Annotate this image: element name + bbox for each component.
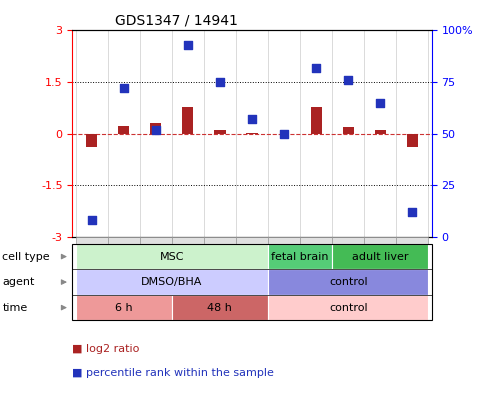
Text: adult liver: adult liver [352, 252, 409, 262]
Bar [364, 237, 396, 300]
Text: time: time [2, 303, 28, 313]
Bar [182, 107, 194, 134]
Bar [172, 237, 204, 300]
Bar [140, 237, 172, 300]
Text: GSM60434: GSM60434 [312, 244, 321, 293]
Text: GSM60444: GSM60444 [248, 244, 256, 293]
Text: ■ log2 ratio: ■ log2 ratio [72, 344, 140, 354]
Point [120, 85, 128, 92]
Text: control: control [329, 303, 368, 313]
Bar [118, 126, 129, 134]
Bar [332, 237, 364, 300]
Bar [247, 132, 257, 134]
Text: agent: agent [2, 277, 35, 287]
Point [280, 130, 288, 137]
Text: GSM60438: GSM60438 [151, 244, 160, 293]
Bar [150, 123, 161, 134]
Bar [214, 130, 226, 134]
Point [248, 116, 256, 122]
Point [184, 42, 192, 48]
Text: fetal brain: fetal brain [271, 252, 329, 262]
Bar [310, 107, 322, 134]
Bar [268, 237, 300, 300]
Bar [75, 237, 108, 300]
Point [376, 100, 384, 106]
Bar [396, 237, 429, 300]
Bar [407, 134, 418, 147]
Text: GSM60450: GSM60450 [376, 244, 385, 293]
Point [344, 77, 352, 83]
Text: DMSO/BHA: DMSO/BHA [141, 277, 203, 287]
Point [408, 209, 416, 215]
Point [152, 126, 160, 133]
Text: GDS1347 / 14941: GDS1347 / 14941 [115, 14, 239, 28]
Text: 48 h: 48 h [208, 303, 233, 313]
Text: GSM60436: GSM60436 [87, 244, 96, 293]
Text: control: control [329, 277, 368, 287]
Text: GSM60451: GSM60451 [408, 244, 417, 293]
Text: GSM60448: GSM60448 [344, 244, 353, 293]
Bar [300, 237, 332, 300]
Text: MSC: MSC [160, 252, 184, 262]
Text: 6 h: 6 h [115, 303, 133, 313]
Text: ■ percentile rank within the sample: ■ percentile rank within the sample [72, 368, 274, 378]
Text: GSM60442: GSM60442 [216, 244, 225, 293]
Text: GSM60440: GSM60440 [183, 244, 192, 293]
Bar [375, 130, 386, 134]
Text: GSM60437: GSM60437 [119, 244, 128, 293]
Text: cell type: cell type [2, 252, 50, 262]
Point [216, 79, 224, 85]
Bar [204, 237, 236, 300]
Point [312, 64, 320, 71]
Point [88, 217, 96, 224]
Bar [86, 134, 97, 147]
Text: GSM60433: GSM60433 [279, 244, 288, 293]
Bar [236, 237, 268, 300]
Bar [343, 128, 354, 134]
Bar [108, 237, 140, 300]
